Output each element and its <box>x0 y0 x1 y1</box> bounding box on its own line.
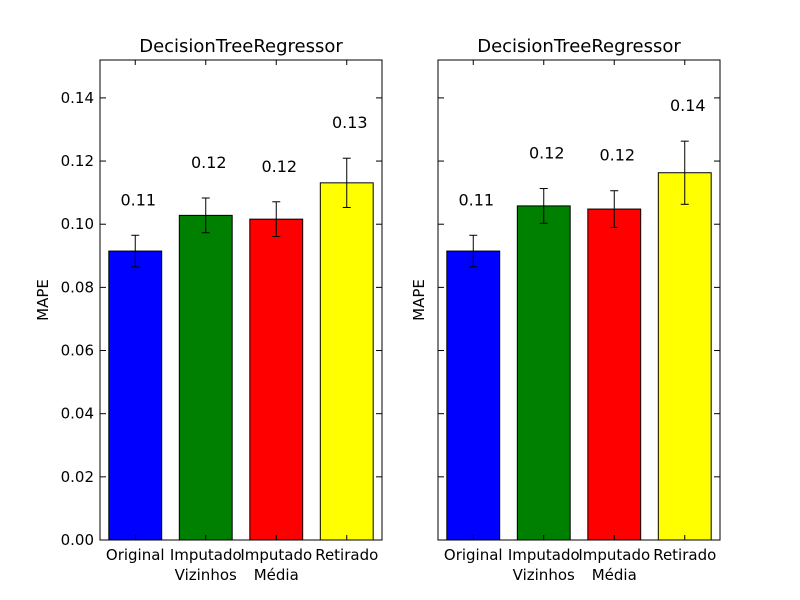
x-tick-label-3: Média <box>254 566 299 584</box>
data-label-3: 0.12 <box>261 157 297 176</box>
x-tick-label-3: Imputado <box>240 546 312 564</box>
plot-frame <box>99 59 383 541</box>
y-axis-label: MAPE <box>410 279 428 321</box>
y-tick-label: 0.14 <box>61 89 94 107</box>
bar-4 <box>319 182 374 541</box>
x-tick-label-3: Imputado <box>578 546 650 564</box>
data-label-2: 0.12 <box>529 144 565 163</box>
y-tick-label: 0.12 <box>61 152 94 170</box>
y-tick-label: 0.06 <box>61 342 94 360</box>
data-label-2: 0.12 <box>191 153 227 172</box>
y-tick-label: 0.10 <box>61 215 94 233</box>
bar-3 <box>587 208 642 541</box>
bar-2 <box>516 205 571 541</box>
x-tick-label-4: Retirado <box>653 546 716 564</box>
bar-2 <box>178 214 233 541</box>
data-label-3: 0.12 <box>599 146 635 165</box>
chart-panel-2: DecisionTreeRegressor MAPE 0.11 Original 0.1… <box>410 36 721 584</box>
data-label-1: 0.11 <box>458 190 494 209</box>
chart-title: DecisionTreeRegressor <box>477 36 681 57</box>
chart-panel-1: DecisionTreeRegressor MAPE 0.11 Original 0.1… <box>34 36 383 584</box>
data-label-4: 0.13 <box>332 113 368 132</box>
data-label-1: 0.11 <box>120 190 156 209</box>
y-tick-label: 0.02 <box>61 468 94 486</box>
bar-1 <box>108 250 163 541</box>
y-tick-label: 0.08 <box>61 278 94 296</box>
x-tick-label-1: Original <box>444 546 503 564</box>
x-tick-label-1: Original <box>106 546 165 564</box>
y-axis-label: MAPE <box>34 279 52 321</box>
y-tick-label: 0.00 <box>61 531 94 549</box>
chart-title: DecisionTreeRegressor <box>139 36 343 57</box>
x-tick-label-2: Vizinhos <box>513 566 575 584</box>
data-label-4: 0.14 <box>670 96 706 115</box>
x-tick-label-2: Imputado <box>508 546 580 564</box>
bar-1 <box>446 250 501 541</box>
bar-4 <box>657 172 712 541</box>
plot-frame <box>437 59 721 541</box>
x-tick-label-4: Retirado <box>315 546 378 564</box>
x-tick-label-2: Imputado <box>170 546 242 564</box>
y-tick-label: 0.04 <box>61 405 94 423</box>
bar-3 <box>249 218 304 541</box>
x-tick-label-2: Vizinhos <box>175 566 237 584</box>
x-tick-label-3: Média <box>592 566 637 584</box>
